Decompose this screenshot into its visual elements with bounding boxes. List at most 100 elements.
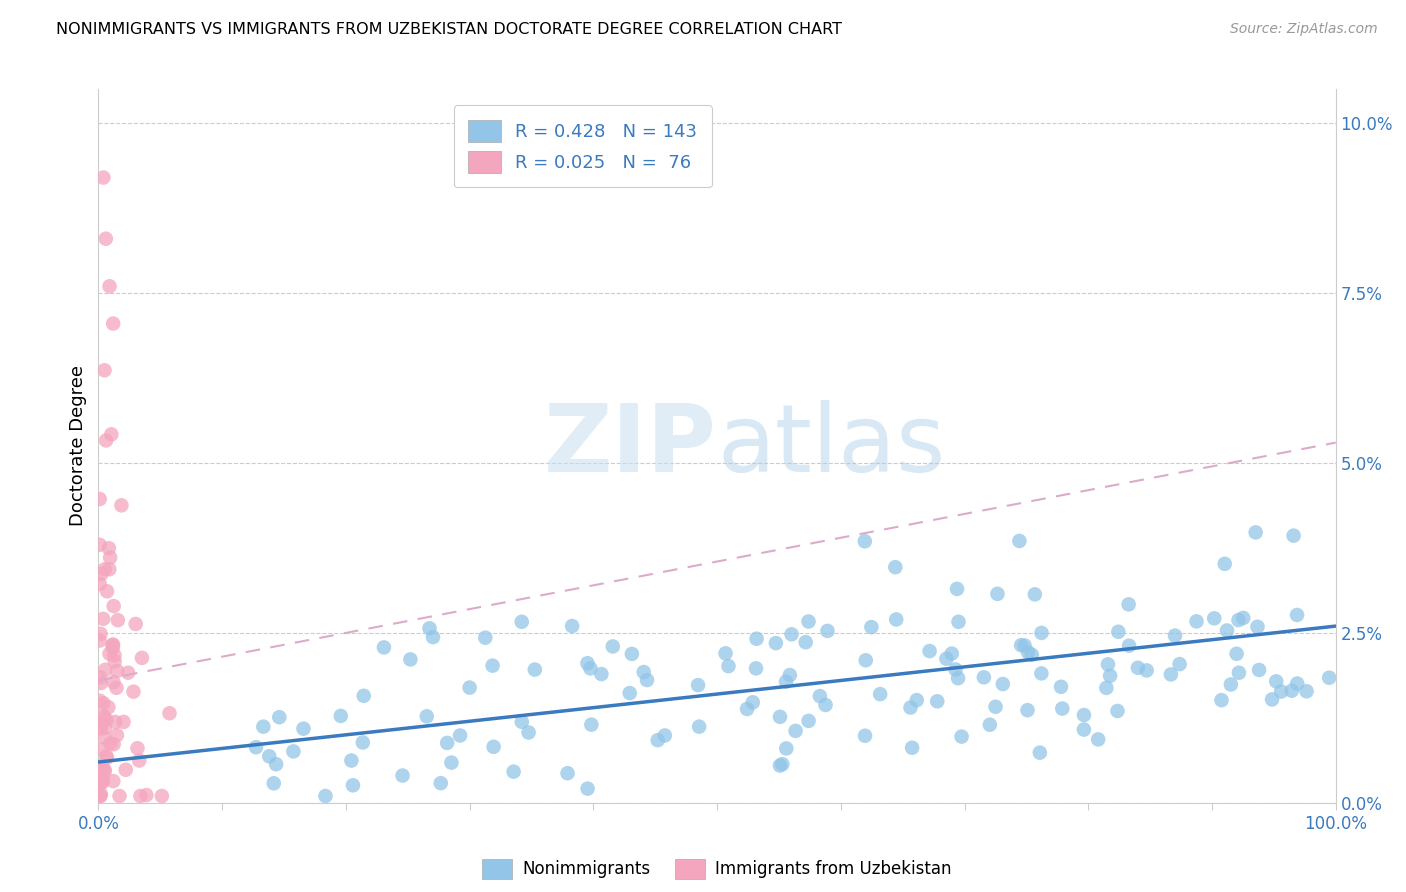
Point <box>89 538 111 552</box>
Point <box>89 760 111 774</box>
Point <box>97 541 120 556</box>
Point <box>1017 645 1039 659</box>
Point <box>103 317 125 331</box>
Point <box>779 668 801 682</box>
Point <box>817 624 839 638</box>
Point <box>1244 525 1267 540</box>
Point <box>257 749 280 764</box>
Y-axis label: Doctorate Degree: Doctorate Degree <box>69 366 87 526</box>
Point <box>89 577 111 591</box>
Point <box>474 631 496 645</box>
Point <box>636 673 658 687</box>
Point <box>579 661 602 675</box>
Point <box>103 648 125 663</box>
Text: atlas: atlas <box>717 400 945 492</box>
Point <box>90 566 112 581</box>
Point <box>1281 683 1303 698</box>
Point <box>860 620 883 634</box>
Point <box>100 736 122 750</box>
Point <box>1219 677 1241 691</box>
Point <box>91 708 114 723</box>
Point <box>1095 681 1118 695</box>
Point <box>1097 657 1119 672</box>
Point <box>510 615 533 629</box>
Point <box>263 776 285 790</box>
Point <box>1286 607 1309 622</box>
Point <box>329 709 352 723</box>
Point <box>93 696 115 710</box>
Point <box>1213 557 1236 571</box>
Point <box>103 599 125 614</box>
Text: Source: ZipAtlas.com: Source: ZipAtlas.com <box>1230 22 1378 37</box>
Point <box>128 754 150 768</box>
Point <box>94 764 117 779</box>
Point <box>110 499 132 513</box>
Point <box>129 789 152 803</box>
Point <box>125 617 148 632</box>
Point <box>93 731 115 745</box>
Point <box>101 640 124 655</box>
Point <box>89 633 111 648</box>
Point <box>418 621 440 635</box>
Point <box>440 756 463 770</box>
Point <box>340 754 363 768</box>
Point <box>90 718 112 732</box>
Point <box>1073 723 1095 737</box>
Point <box>91 742 114 756</box>
Text: ZIP: ZIP <box>544 400 717 492</box>
Point <box>1107 704 1129 718</box>
Point <box>90 676 112 690</box>
Point <box>905 693 928 707</box>
Point <box>342 778 364 792</box>
Point <box>855 653 877 667</box>
Point <box>1029 746 1052 760</box>
Point <box>89 694 111 708</box>
Point <box>510 714 533 729</box>
Point <box>1282 528 1305 542</box>
Point <box>159 706 181 721</box>
Point <box>1118 598 1140 612</box>
Point <box>1024 587 1046 601</box>
Point <box>89 789 111 803</box>
Point <box>941 647 963 661</box>
Point <box>105 664 128 678</box>
Point <box>373 640 395 655</box>
Point <box>1107 624 1129 639</box>
Point <box>104 654 127 668</box>
Point <box>714 646 737 660</box>
Point <box>314 789 336 803</box>
Point <box>1126 661 1149 675</box>
Point <box>283 744 305 758</box>
Point <box>1226 647 1249 661</box>
Point <box>797 714 820 728</box>
Point <box>245 740 267 755</box>
Point <box>101 638 124 652</box>
Point <box>91 763 114 777</box>
Point <box>502 764 524 779</box>
Point <box>482 739 505 754</box>
Point <box>89 789 111 803</box>
Point <box>950 730 973 744</box>
Point <box>1017 703 1039 717</box>
Point <box>1168 657 1191 671</box>
Point <box>104 714 127 729</box>
Point <box>436 736 458 750</box>
Point <box>1014 639 1036 653</box>
Point <box>1118 639 1140 653</box>
Point <box>1227 665 1250 680</box>
Point <box>1261 692 1284 706</box>
Point <box>96 749 118 764</box>
Point <box>90 722 112 736</box>
Point <box>269 710 291 724</box>
Point <box>561 619 583 633</box>
Point <box>797 615 820 629</box>
Point <box>108 789 131 803</box>
Point <box>91 612 114 626</box>
Point <box>1099 669 1122 683</box>
Point <box>89 491 111 506</box>
Point <box>901 740 924 755</box>
Point <box>884 560 907 574</box>
Point <box>96 584 118 599</box>
Point <box>769 758 792 772</box>
Point <box>98 647 121 661</box>
